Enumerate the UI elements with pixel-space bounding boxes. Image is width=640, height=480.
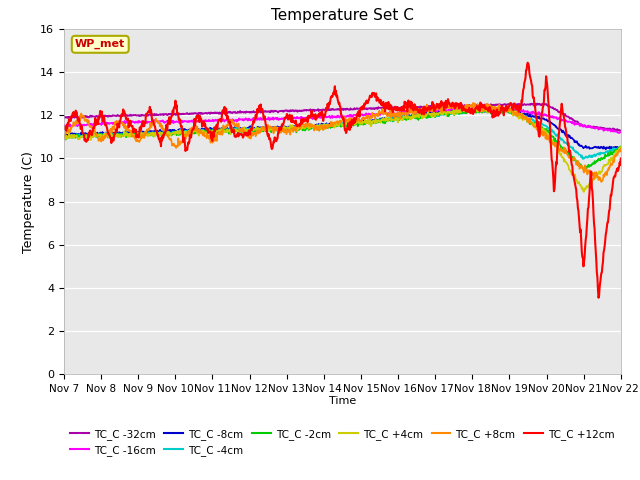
Line: TC_C -32cm: TC_C -32cm [64, 104, 621, 131]
TC_C -16cm [285, 115, 293, 120]
TC_C -2cm [60, 132, 68, 138]
TC_C -8cm [285, 125, 293, 131]
TC_C -2cm [285, 126, 293, 132]
TC_C +8cm [60, 135, 68, 141]
TC_C -4cm [285, 127, 293, 132]
TC_C -8cm [442, 109, 450, 115]
TC_C -32cm [285, 108, 293, 114]
TC_C +4cm [617, 146, 625, 152]
TC_C -4cm [494, 109, 502, 115]
Y-axis label: Temperature (C): Temperature (C) [22, 151, 35, 252]
TC_C -2cm [580, 167, 588, 173]
TC_C +8cm [495, 107, 502, 112]
Legend: TC_C -32cm, TC_C -16cm, TC_C -8cm, TC_C -4cm, TC_C -2cm, TC_C +4cm, TC_C +8cm, T: TC_C -32cm, TC_C -16cm, TC_C -8cm, TC_C … [66, 424, 619, 460]
TC_C +12cm [60, 124, 68, 130]
Line: TC_C -8cm: TC_C -8cm [64, 109, 621, 149]
TC_C +4cm [492, 104, 499, 109]
Line: TC_C +12cm: TC_C +12cm [64, 63, 621, 298]
TC_C +4cm [305, 124, 313, 130]
TC_C -32cm [617, 128, 625, 133]
TC_C -32cm [442, 103, 450, 109]
TC_C +8cm [117, 120, 125, 125]
TC_C -16cm [60, 123, 68, 129]
TC_C +4cm [60, 133, 68, 139]
TC_C +8cm [617, 146, 625, 152]
TC_C -8cm [505, 108, 513, 114]
TC_C +12cm [524, 60, 532, 66]
TC_C -32cm [60, 114, 68, 120]
Line: TC_C +4cm: TC_C +4cm [64, 107, 621, 192]
Line: TC_C -4cm: TC_C -4cm [64, 109, 621, 159]
TC_C +12cm [442, 105, 450, 110]
TC_C -16cm [505, 106, 513, 112]
TC_C -2cm [495, 108, 502, 114]
TC_C -16cm [615, 130, 623, 136]
TC_C -2cm [505, 108, 513, 114]
TC_C -32cm [494, 101, 502, 107]
TC_C -8cm [305, 122, 313, 128]
TC_C -32cm [540, 101, 547, 107]
TC_C +8cm [445, 99, 453, 105]
TC_C -16cm [485, 105, 493, 110]
TC_C -2cm [117, 134, 125, 140]
TC_C +12cm [504, 105, 512, 111]
TC_C -32cm [117, 113, 125, 119]
TC_C +8cm [598, 179, 605, 185]
TC_C +4cm [117, 132, 125, 138]
TC_C -2cm [617, 144, 625, 149]
TC_C +4cm [495, 106, 502, 111]
TC_C -4cm [305, 125, 313, 131]
TC_C +12cm [285, 113, 293, 119]
Title: Temperature Set C: Temperature Set C [271, 9, 414, 24]
TC_C -32cm [504, 102, 512, 108]
TC_C -16cm [305, 115, 313, 121]
TC_C -2cm [442, 111, 450, 117]
TC_C +12cm [117, 115, 125, 121]
TC_C -8cm [617, 144, 625, 150]
TC_C -4cm [502, 106, 510, 112]
TC_C -32cm [305, 108, 313, 113]
TC_C -8cm [60, 132, 68, 137]
TC_C +4cm [285, 126, 293, 132]
TC_C -4cm [617, 144, 625, 150]
TC_C -4cm [442, 112, 450, 118]
TC_C +4cm [580, 189, 588, 195]
TC_C -16cm [117, 120, 125, 126]
TC_C +8cm [305, 123, 313, 129]
TC_C +8cm [285, 130, 293, 135]
X-axis label: Time: Time [329, 396, 356, 406]
TC_C -16cm [442, 108, 450, 114]
Line: TC_C -16cm: TC_C -16cm [64, 108, 621, 133]
TC_C -8cm [117, 130, 125, 135]
TC_C -4cm [579, 156, 587, 162]
TC_C +12cm [595, 295, 602, 300]
TC_C -4cm [117, 132, 125, 138]
TC_C +4cm [442, 112, 450, 118]
Line: TC_C -2cm: TC_C -2cm [64, 108, 621, 170]
TC_C -8cm [495, 108, 502, 114]
TC_C +8cm [505, 106, 513, 112]
TC_C -2cm [305, 127, 313, 132]
TC_C +8cm [442, 104, 450, 110]
TC_C +12cm [494, 113, 502, 119]
TC_C -2cm [482, 105, 490, 111]
TC_C -8cm [480, 107, 488, 112]
TC_C -4cm [60, 133, 68, 139]
TC_C +4cm [505, 105, 513, 111]
Text: WP_met: WP_met [75, 39, 125, 49]
TC_C -16cm [495, 105, 502, 111]
TC_C -4cm [505, 109, 513, 115]
Line: TC_C +8cm: TC_C +8cm [64, 102, 621, 182]
TC_C -16cm [617, 130, 625, 135]
TC_C -8cm [602, 146, 609, 152]
TC_C +12cm [305, 114, 313, 120]
TC_C +12cm [617, 156, 625, 161]
